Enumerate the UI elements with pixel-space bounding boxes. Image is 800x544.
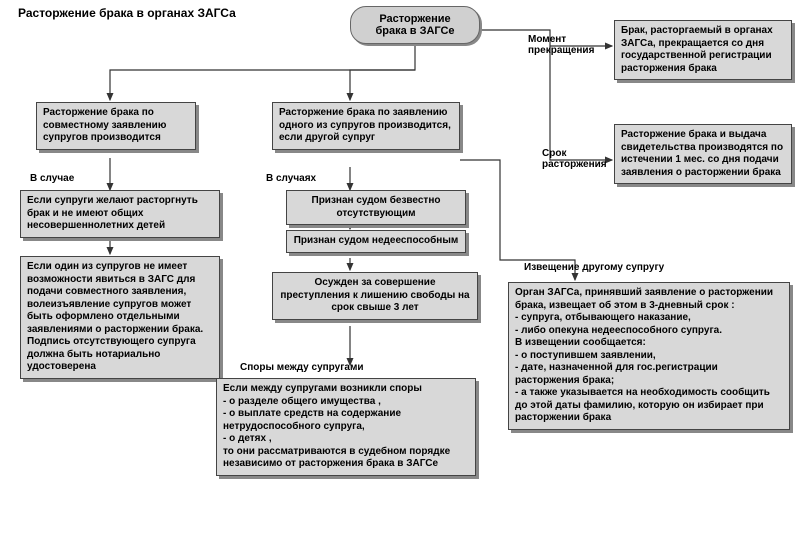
box-wish: Если супруги желают расторгнуть брак и н… <box>20 190 220 238</box>
label-case1: В случае <box>30 173 74 184</box>
root-node: Расторжение брака в ЗАГСе <box>350 6 480 44</box>
label-notice: Извещение другому супругу <box>524 262 664 273</box>
box-joint: Расторжение брака по совместному заявлен… <box>36 102 196 150</box>
page-title: Расторжение брака в органах ЗАГСа <box>18 6 238 20</box>
box-disputes: Если между супругами возникли споры - о … <box>216 378 476 476</box>
box-notice: Орган ЗАГСа, принявший заявление о расто… <box>508 282 790 430</box>
label-cases2: В случаях <box>266 173 316 184</box>
box-separate: Если один из супругов не имеет возможнос… <box>20 256 220 379</box>
label-moment: Момент прекращения <box>528 34 608 56</box>
box-incap: Признан судом недееспособным <box>286 230 466 253</box>
label-term: Срок расторжения <box>542 148 622 170</box>
box-single: Расторжение брака по заявлению одного из… <box>272 102 460 150</box>
label-disputes: Споры между супругами <box>240 362 364 373</box>
box-convict: Осужден за совершение преступления к лиш… <box>272 272 478 320</box>
box-term: Расторжение брака и выдача свидетельства… <box>614 124 792 184</box>
box-moment: Брак, расторгаемый в органах ЗАГСа, прек… <box>614 20 792 80</box>
box-missing: Признан судом безвестно отсутствующим <box>286 190 466 225</box>
